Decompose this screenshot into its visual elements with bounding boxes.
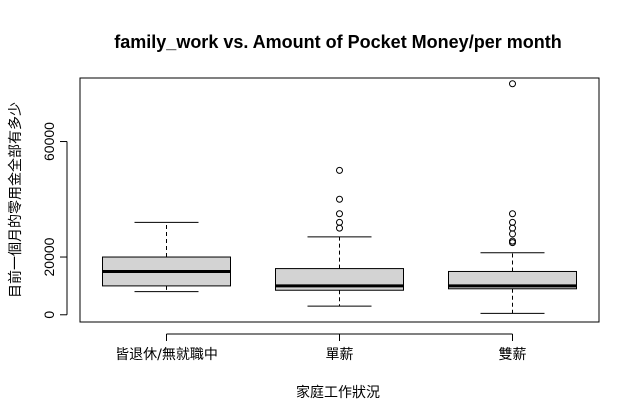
outlier-point xyxy=(336,166,343,174)
outlier-point xyxy=(336,210,343,218)
x-tick-label: 單薪 xyxy=(326,347,354,363)
y-axis-label: 目前一個月的零用金全部有多少 xyxy=(7,102,24,298)
y-tick-label: 0 xyxy=(41,311,57,319)
outlier-point xyxy=(336,224,343,232)
outlier-point xyxy=(509,237,516,245)
outlier-point xyxy=(336,195,343,203)
box-series xyxy=(102,80,577,314)
outlier-point xyxy=(336,218,343,226)
x-axis-label: 家庭工作狀況 xyxy=(296,384,380,401)
box-group xyxy=(275,166,404,307)
x-axis: 皆退休/無就職中 單薪 雙薪 xyxy=(115,333,527,363)
y-tick-label: 20000 xyxy=(41,237,57,276)
outlier-point xyxy=(509,210,516,218)
x-tick-label: 雙薪 xyxy=(499,347,527,363)
outlier-point xyxy=(509,224,516,232)
plot-frame xyxy=(79,77,600,323)
box-group xyxy=(448,80,577,314)
x-tick-label: 皆退休/無就職中 xyxy=(115,347,218,363)
outlier-point xyxy=(509,218,516,226)
outlier-point xyxy=(509,80,516,88)
box-group xyxy=(102,221,231,293)
outlier-point xyxy=(509,230,516,238)
y-tick-label: 60000 xyxy=(41,122,57,161)
chart-title: family_work vs. Amount of Pocket Money/p… xyxy=(114,32,561,52)
y-axis: 0 20000 60000 xyxy=(41,122,68,319)
